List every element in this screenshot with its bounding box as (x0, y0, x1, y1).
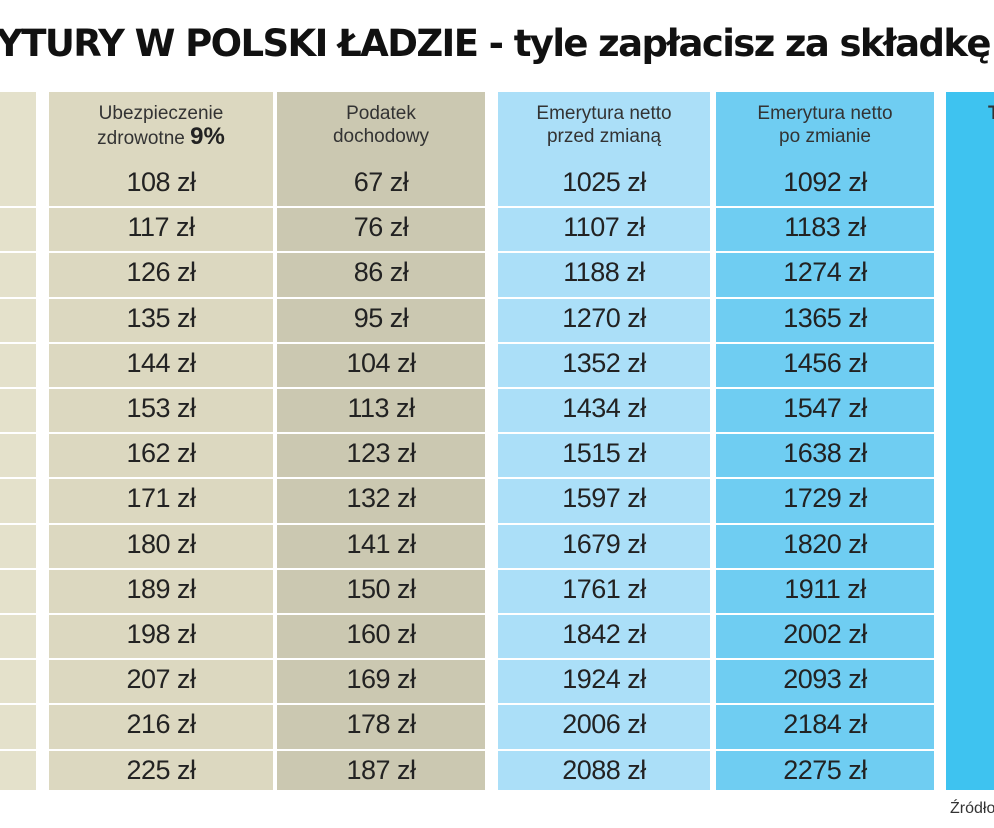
column-partial-right: T (946, 92, 994, 790)
table-cell: 1547 zł (783, 393, 867, 423)
header-line: Ubezpieczenie (98, 103, 224, 124)
column-header-podatek: Podatek dochodowy (277, 102, 485, 148)
table-cell: 113 zł (347, 393, 415, 423)
table-cell: 126 zł (126, 257, 196, 288)
table-cell: 1352 zł (562, 347, 646, 378)
table-cell: 1729 zł (783, 483, 867, 514)
table-cell: 1107 zł (563, 212, 645, 243)
table-cell: 216 zł (126, 709, 196, 740)
table-cell: 1911 zł (784, 573, 866, 604)
table-cell: 144 zł (126, 347, 196, 378)
column-header-emerytura-po: Emerytura netto po zmianie (716, 102, 934, 148)
table-cell: 2093 zł (783, 664, 867, 695)
row-separator (0, 613, 946, 615)
header-percent: 9% (190, 123, 225, 150)
row-separator (0, 477, 946, 480)
column-ubezpieczenie: Ubezpieczenie zdrowotne 9% 108 zł 117 zł 1… (49, 92, 273, 790)
row-separator (0, 296, 946, 299)
table-cell: 86 zł (353, 257, 409, 288)
table-cell: 162 zł (126, 438, 196, 469)
table-cell: 132 zł (346, 483, 416, 514)
table-cell: 67 zł (353, 167, 409, 197)
column-header-ubezpieczenie: Ubezpieczenie zdrowotne 9% (49, 102, 273, 150)
table-cell: 1679 zł (562, 528, 646, 559)
header-line: dochodowy (332, 126, 430, 147)
table-cell: 1820 zł (783, 528, 867, 559)
table-cell: 207 zł (126, 664, 196, 695)
table-cell: 178 zł (346, 709, 416, 740)
column-emerytura-przed: Emerytura netto przed zmianą 1025 zł 1107… (498, 92, 710, 790)
table-cell: 2184 zł (783, 709, 867, 740)
table-cell: 1761 zł (562, 573, 646, 604)
table-cell: 225 zł (126, 754, 196, 785)
row-separator (0, 658, 946, 661)
table-cell: 117 zł (127, 212, 195, 243)
table-cell: 135 zł (126, 302, 196, 333)
table-cell: 1638 zł (783, 438, 867, 469)
table-cell: 187 zł (346, 754, 416, 785)
header-line: Emerytura netto (536, 103, 672, 124)
table-cell: 1274 zł (783, 257, 867, 288)
table-cell: 198 zł (126, 619, 196, 649)
table-cell: 153 zł (126, 393, 196, 423)
row-separator (0, 567, 946, 570)
row-separator (0, 206, 946, 209)
column-header-partial-right: T (946, 102, 994, 125)
table-cell: 104 zł (346, 347, 416, 378)
table-cell: 95 zł (353, 302, 409, 333)
column-podatek: Podatek dochodowy 67 zł 76 zł 86 zł 95 zł 10… (277, 92, 485, 790)
column-header-emerytura-przed: Emerytura netto przed zmianą (498, 102, 710, 148)
header-line: T (988, 103, 994, 124)
table-cell: 2006 zł (562, 709, 646, 740)
header-line: Emerytura netto (757, 103, 893, 124)
table-cell: 1365 zł (783, 302, 867, 333)
row-separator (0, 432, 946, 435)
row-separator (0, 387, 946, 389)
row-separator (0, 703, 946, 706)
table-cell: 189 zł (126, 573, 196, 604)
table-cell: 169 zł (346, 664, 416, 695)
table-cell: 150 zł (346, 573, 416, 604)
table-cell: 1434 zł (562, 393, 646, 423)
table-cell: 1183 zł (784, 212, 866, 243)
table-cell: 1515 zł (562, 438, 646, 469)
table-cell: 123 zł (346, 438, 416, 469)
row-separator (0, 748, 946, 751)
header-line: zdrowotne (97, 128, 185, 149)
table-cell: 108 zł (126, 167, 196, 197)
table-cell: 1092 zł (783, 167, 867, 197)
row-separator (0, 341, 946, 344)
table-cell: 76 zł (353, 212, 409, 243)
table-cell: 160 zł (346, 619, 416, 649)
header-line: przed zmianą (546, 126, 662, 147)
column-partial-left (0, 92, 36, 790)
table-cell: 1924 zł (562, 664, 646, 695)
row-separator (0, 251, 946, 254)
table-cell: 2275 zł (783, 754, 867, 785)
table-cell: 1025 zł (562, 167, 646, 197)
table-cell: 171 zł (126, 483, 196, 514)
table-cell: 1842 zł (562, 619, 646, 649)
row-separator (0, 522, 946, 525)
table-cell: 2002 zł (783, 619, 867, 649)
table-cell: 1188 zł (563, 257, 645, 288)
chart-title: YTURY W POLSKI ŁADZIE - tyle zapłacisz z… (0, 22, 994, 65)
table-cell: 2088 zł (562, 754, 646, 785)
column-emerytura-po: Emerytura netto po zmianie 1092 zł 1183 z… (716, 92, 934, 790)
table-cell: 1456 zł (783, 347, 867, 378)
table-cell: 1597 zł (562, 483, 646, 514)
table-cell: 1270 zł (562, 302, 646, 333)
table-cell: 141 zł (346, 528, 416, 559)
header-line-with-pct: zdrowotne 9% (49, 125, 273, 150)
table-cell: 180 zł (126, 528, 196, 559)
header-line: po zmianie (779, 126, 871, 147)
header-line: Podatek (346, 103, 416, 124)
source-label: Źródło (950, 800, 994, 817)
